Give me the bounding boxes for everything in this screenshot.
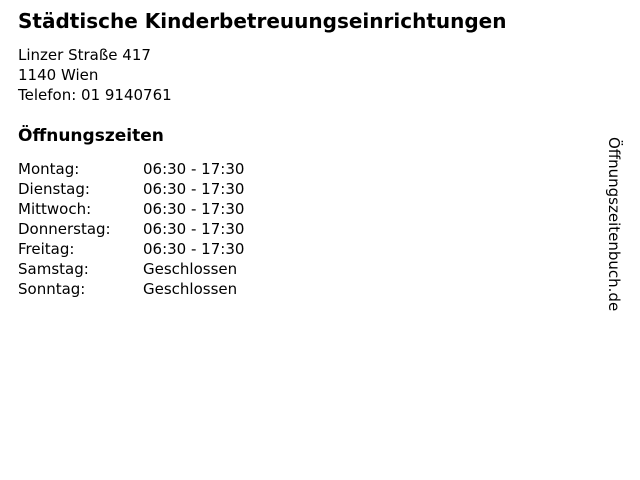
day-label: Donnerstag: — [18, 220, 111, 238]
table-row: Samstag: Geschlossen — [18, 259, 244, 279]
table-row: Mittwoch: 06:30 - 17:30 — [18, 199, 244, 219]
day-label: Dienstag: — [18, 180, 90, 198]
address-block: Linzer Straße 417 1140 Wien Telefon: 01 … — [18, 45, 640, 105]
table-row: Montag: 06:30 - 17:30 — [18, 159, 244, 179]
address-street: Linzer Straße 417 — [18, 46, 151, 64]
table-row: Donnerstag: 06:30 - 17:30 — [18, 219, 244, 239]
table-row: Sonntag: Geschlossen — [18, 279, 244, 299]
address-city: 1140 Wien — [18, 66, 99, 84]
page-title: Städtische Kinderbetreuungseinrichtungen — [18, 9, 507, 33]
day-label: Mittwoch: — [18, 200, 92, 218]
phone-line: Telefon: 01 9140761 — [18, 86, 172, 104]
day-label: Sonntag: — [18, 280, 86, 298]
site-watermark: Öffnungszeitenbuch.de — [605, 137, 623, 312]
day-label: Samstag: — [18, 260, 89, 278]
time-value: 06:30 - 17:30 — [143, 240, 245, 258]
time-value: 06:30 - 17:30 — [143, 200, 245, 218]
day-label: Freitag: — [18, 240, 75, 258]
time-value: 06:30 - 17:30 — [143, 160, 245, 178]
table-row: Freitag: 06:30 - 17:30 — [18, 239, 244, 259]
time-value: 06:30 - 17:30 — [143, 220, 245, 238]
time-value: Geschlossen — [143, 260, 238, 278]
opening-hours-table: Montag: 06:30 - 17:30 Dienstag: 06:30 - … — [18, 159, 244, 299]
time-value: Geschlossen — [143, 280, 238, 298]
opening-hours-heading: Öffnungszeiten — [18, 126, 164, 146]
table-row: Dienstag: 06:30 - 17:30 — [18, 179, 244, 199]
time-value: 06:30 - 17:30 — [143, 180, 245, 198]
content-area: Städtische Kinderbetreuungseinrichtungen… — [18, 9, 640, 299]
day-label: Montag: — [18, 160, 80, 178]
